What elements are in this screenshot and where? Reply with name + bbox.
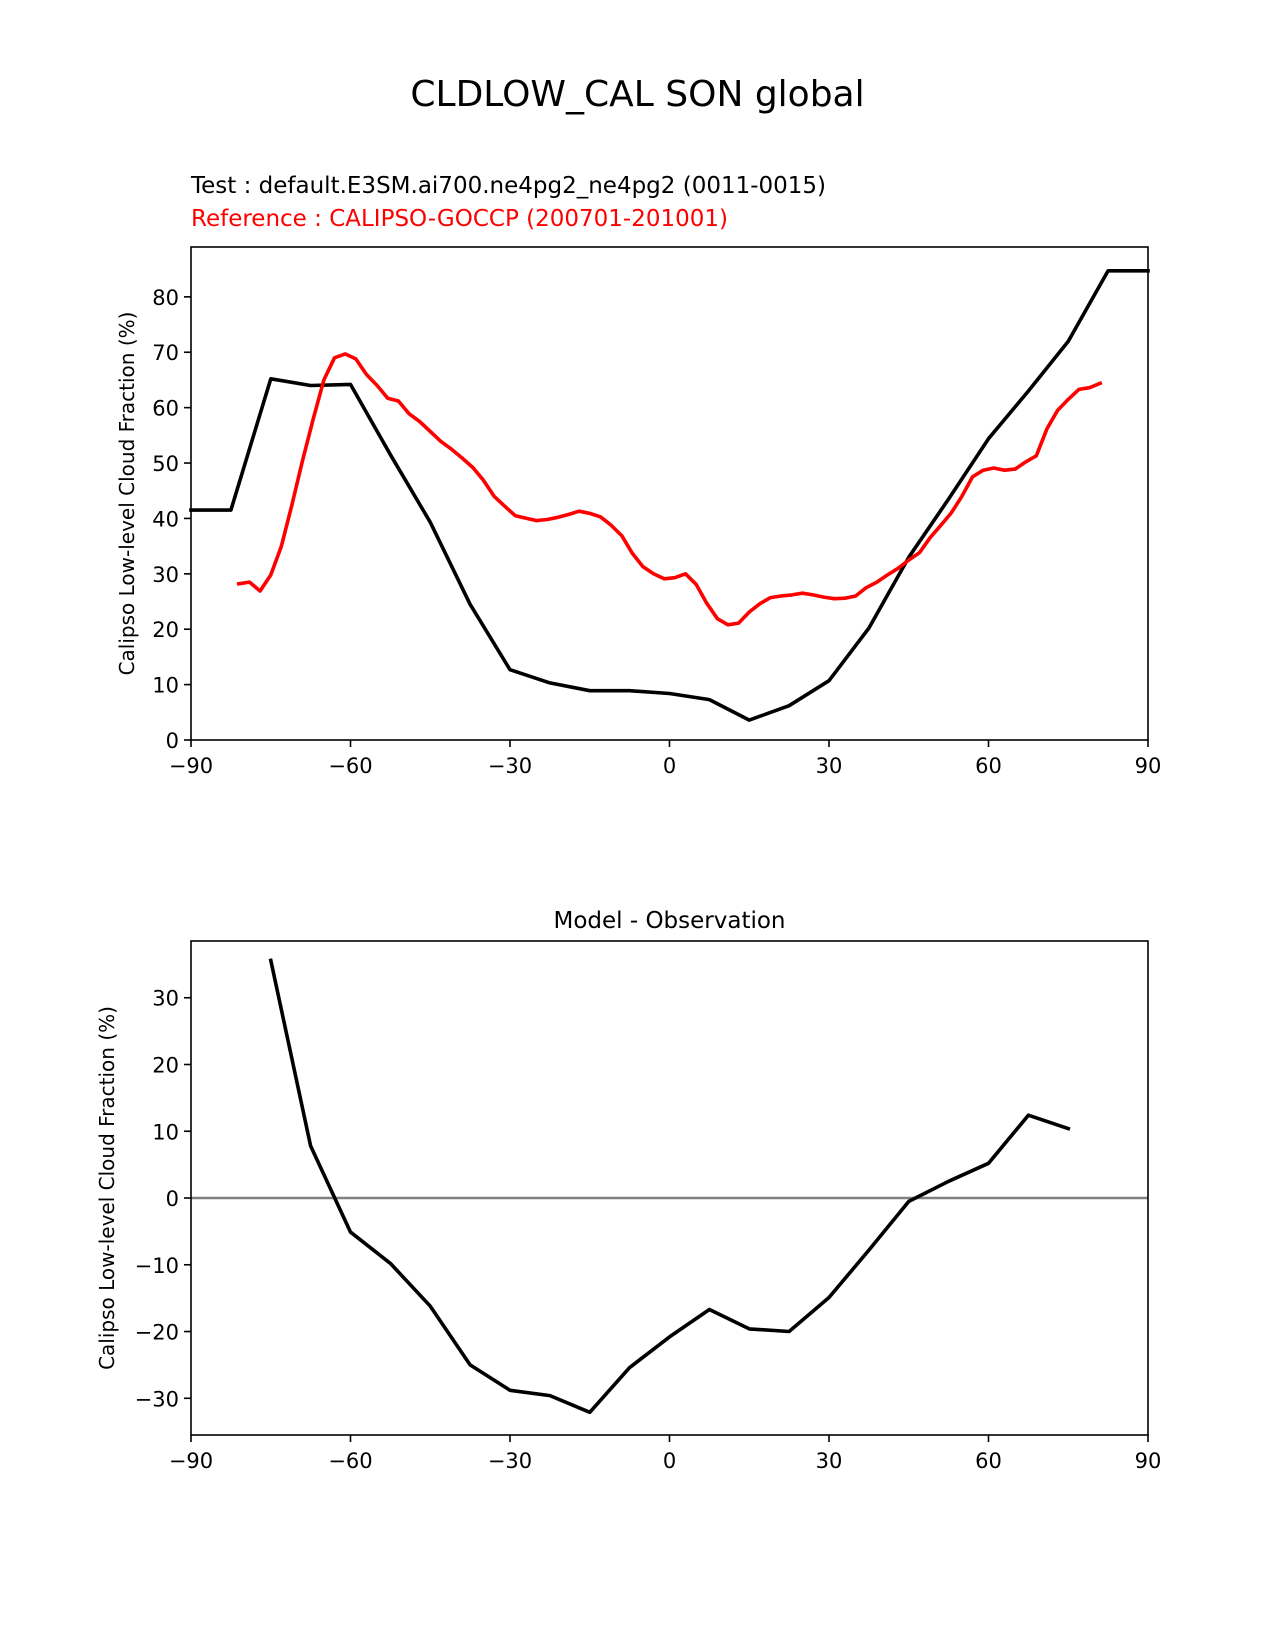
test-label: Test : default.E3SM.ai700.ne4pg2_ne4pg2 …: [191, 173, 827, 199]
plot1-ytick-label: 70: [152, 341, 179, 365]
plot1-ytick-label: 0: [166, 729, 179, 753]
plot1-xtick-label: −30: [488, 754, 532, 778]
plot1-series-reference-line: [236, 352, 1103, 627]
plot1-xtick-label: 90: [1135, 754, 1162, 778]
plot2-ytick-label: 0: [166, 1187, 179, 1211]
plot2-xtick-label: −30: [488, 1449, 532, 1473]
plot1-ytick-label: 60: [152, 397, 179, 421]
plot2-xtick-label: 0: [663, 1449, 676, 1473]
figure-title: CLDLOW_CAL SON global: [410, 74, 865, 115]
plot1-series-test-line: [189, 268, 1150, 722]
plot2-xtick-label: 30: [816, 1449, 843, 1473]
plot2-xtick-label: −90: [169, 1449, 213, 1473]
plot1-ytick-label: 50: [152, 452, 179, 476]
plot2-ytick-label: 10: [152, 1120, 179, 1144]
plot2-ytick-label: 20: [152, 1054, 179, 1078]
plot2-ytick-label: −30: [135, 1387, 179, 1411]
plot1-xtick-label: 30: [816, 754, 843, 778]
plot2-xtick-label: 90: [1135, 1449, 1162, 1473]
reference-label: Reference : CALIPSO-GOCCP (200701-201001…: [191, 206, 729, 232]
plot1-ytick-label: 10: [152, 674, 179, 698]
plot1-xtick-label: −60: [328, 754, 372, 778]
plot1-ytick-label: 20: [152, 618, 179, 642]
plot2-series-1-line: [268, 958, 1071, 1415]
plot1-axes-frame: [190, 246, 1149, 741]
plot2-ytick-label: 30: [152, 987, 179, 1011]
plot2-title: Model - Observation: [553, 908, 785, 934]
plot1-xtick-label: 0: [663, 754, 676, 778]
plot2-xtick-label: −60: [328, 1449, 372, 1473]
plot2-axes-frame: [190, 940, 1149, 1436]
plot1-ylabel: Calipso Low-level Cloud Fraction (%): [115, 312, 139, 676]
plot1-xtick-label: 60: [975, 754, 1002, 778]
plot2-ylabel: Calipso Low-level Cloud Fraction (%): [95, 1006, 119, 1370]
plot2-xtick-label: 60: [975, 1449, 1002, 1473]
plot1-ytick-label: 40: [152, 507, 179, 531]
plot2-ytick-label: −20: [135, 1321, 179, 1345]
plot2-ytick-label: −10: [135, 1254, 179, 1278]
plot1-ytick-label: 30: [152, 563, 179, 587]
plot1-xtick-label: −90: [169, 754, 213, 778]
plot1-ytick-label: 80: [152, 286, 179, 310]
